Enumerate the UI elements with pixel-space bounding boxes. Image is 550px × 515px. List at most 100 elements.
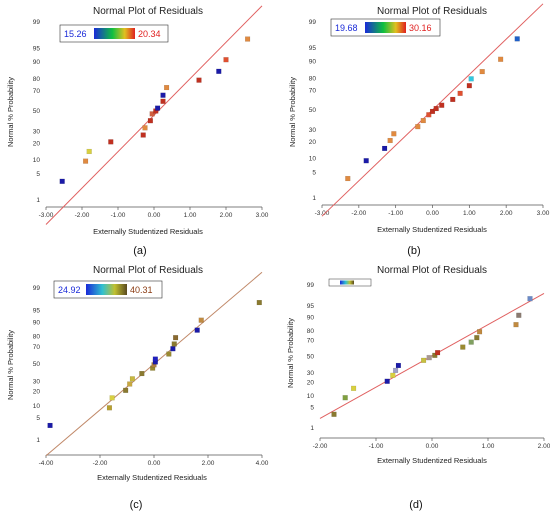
panel-d: Normal Plot of Residuals Externally Stud…	[286, 265, 550, 511]
panel-caption: (d)	[409, 499, 422, 511]
y-tick-label: 50	[33, 361, 41, 368]
y-tick-label: 95	[33, 307, 41, 314]
data-point	[415, 124, 421, 130]
x-axis-label: Externally Studentized Residuals	[377, 225, 487, 234]
data-point	[391, 131, 397, 137]
data-point	[152, 356, 158, 362]
x-tick-label: 0.00	[148, 212, 161, 219]
data-point	[516, 312, 522, 318]
data-point	[149, 111, 155, 117]
data-point	[432, 352, 438, 358]
y-tick-label: 1	[312, 195, 316, 202]
x-tick-label: -3.00	[315, 210, 330, 217]
legend-min-label: 19.68	[335, 23, 358, 33]
y-tick-label: 20	[309, 139, 317, 146]
data-point	[460, 344, 466, 350]
data-point	[256, 300, 262, 306]
legend-min-label: 15.26	[64, 29, 87, 39]
x-tick-label: 0.00	[426, 210, 439, 217]
y-tick-label: 95	[33, 45, 41, 52]
panel-caption: (b)	[407, 245, 420, 257]
data-point	[166, 351, 172, 357]
x-tick-label: 2.00	[500, 210, 513, 217]
data-point	[382, 145, 388, 151]
y-axis-label: Normal % Probability	[6, 77, 15, 147]
data-point	[390, 372, 396, 378]
y-tick-label: 5	[312, 169, 316, 176]
panel-b: Normal Plot of Residuals 19.68 30.16 Ext…	[288, 3, 550, 257]
x-tick-label: -1.00	[388, 210, 403, 217]
legend-gradient	[340, 280, 354, 285]
data-point	[420, 118, 426, 124]
data-point	[170, 346, 176, 352]
x-tick-label: 0.00	[148, 460, 161, 467]
panel-b-legend: 19.68 30.16	[330, 18, 441, 37]
y-tick-label: 80	[33, 334, 41, 341]
y-tick-label: 70	[33, 344, 41, 351]
data-point	[439, 102, 445, 108]
x-tick-label: -2.00	[313, 443, 328, 450]
data-point	[395, 362, 401, 369]
data-point	[474, 335, 480, 341]
data-point	[426, 112, 432, 118]
x-tick-label: 2.00	[202, 460, 215, 467]
data-point	[393, 367, 399, 373]
data-point	[363, 158, 369, 164]
x-tick-label: 2.00	[538, 443, 550, 450]
data-point	[513, 322, 519, 328]
y-tick-label: 1	[36, 197, 40, 204]
data-point	[479, 69, 485, 75]
x-tick-label: -1.00	[111, 212, 126, 219]
y-tick-label: 20	[33, 140, 41, 147]
y-tick-label: 50	[309, 107, 317, 114]
y-tick-label: 80	[309, 75, 317, 82]
y-tick-label: 1	[310, 425, 314, 432]
y-tick-label: 5	[36, 171, 40, 178]
y-tick-label: 50	[33, 108, 41, 115]
y-tick-label: 99	[307, 282, 315, 289]
y-tick-label: 90	[309, 59, 317, 66]
data-point	[457, 90, 463, 96]
y-tick-label: 70	[309, 87, 317, 94]
panel-title: Normal Plot of Residuals	[377, 6, 487, 17]
y-axis-label: Normal % Probability	[288, 77, 297, 147]
y-tick-label: 1	[36, 437, 40, 444]
data-point	[155, 105, 161, 111]
panel-d-legend	[328, 278, 372, 287]
y-tick-label: 90	[307, 314, 315, 321]
y-tick-label: 30	[307, 370, 315, 377]
panel-a-legend: 15.26 20.34	[59, 24, 169, 43]
data-point	[433, 106, 439, 112]
y-tick-label: 30	[33, 378, 41, 385]
data-point	[198, 317, 204, 323]
y-tick-label: 95	[309, 45, 317, 52]
x-tick-label: -2.00	[351, 210, 366, 217]
legend-gradient	[86, 284, 127, 295]
data-point	[245, 36, 251, 42]
data-point	[129, 376, 135, 382]
data-point	[123, 387, 129, 393]
data-point	[160, 98, 166, 104]
panel-a: Normal Plot of Residuals 15.26 20.34 Ext…	[6, 5, 269, 257]
data-point	[351, 385, 357, 391]
x-tick-label: 3.00	[537, 210, 550, 217]
data-point	[466, 83, 472, 89]
x-axis-label: Externally Studentized Residuals	[377, 456, 487, 465]
x-axis-label: Externally Studentized Residuals	[93, 227, 203, 236]
data-point	[468, 76, 474, 82]
data-point	[342, 395, 348, 401]
y-tick-label: 80	[307, 328, 315, 335]
y-tick-label: 10	[307, 393, 315, 400]
data-point	[127, 381, 133, 387]
data-point	[477, 329, 483, 335]
y-tick-label: 90	[33, 59, 41, 66]
data-point	[514, 36, 520, 42]
panel-title: Normal Plot of Residuals	[93, 265, 203, 276]
panel-caption: (c)	[130, 499, 143, 511]
y-tick-label: 10	[309, 156, 317, 163]
data-point	[331, 411, 337, 417]
panel-c-legend: 24.92 40.31	[53, 280, 163, 299]
y-tick-label: 70	[307, 338, 315, 345]
x-tick-label: 1.00	[482, 443, 495, 450]
data-point	[83, 158, 89, 164]
